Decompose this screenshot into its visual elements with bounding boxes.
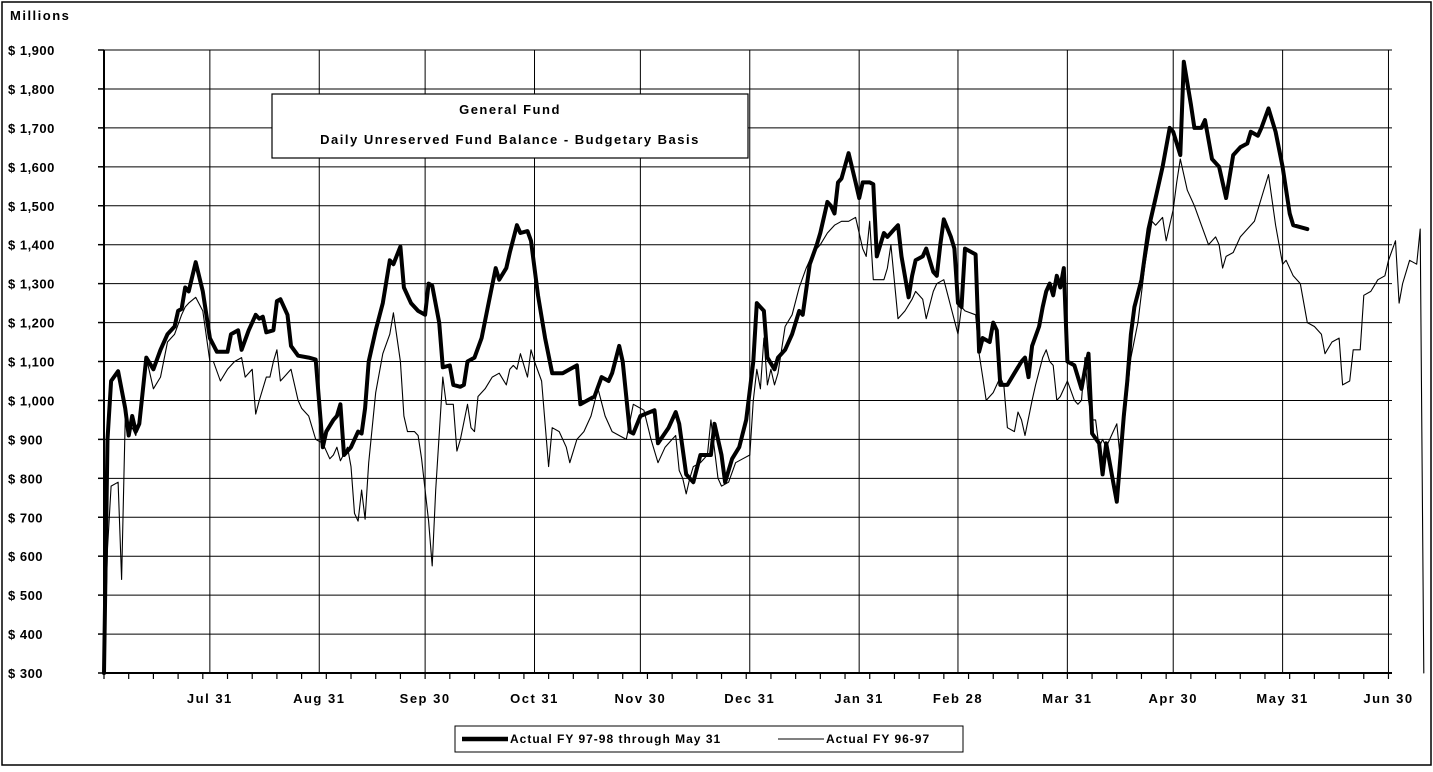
series-line-fy-97-98 (102, 59, 1310, 675)
y-tick-label: $ 1,300 (8, 277, 55, 292)
y-tick-labels: $ 300 $ 400 $ 500 $ 600 $ 700 $ 800 $ 900 $ 1,0… (8, 43, 55, 681)
legend-frame (454, 725, 964, 753)
y-tick-label: $ 1,000 (8, 393, 55, 408)
x-tick-label: Apr 30 (1148, 691, 1197, 706)
y-tick-label: $ 800 (8, 471, 43, 486)
y-tick-label: $ 1,200 (8, 316, 55, 331)
y-tick-label: $ 1,500 (8, 199, 55, 214)
y-tick-label: $ 1,400 (8, 238, 55, 253)
legend-label-fy-96-97: Actual FY 96-97 (826, 732, 930, 746)
y-tick-label: $ 400 (8, 627, 43, 642)
x-tick-label: Sep 30 (400, 691, 451, 706)
x-tick-label: Dec 31 (724, 691, 775, 706)
x-tick-labels: Jul 31 Aug 31 Sep 30 Oct 31 Nov 30 Dec 31 Jan … (187, 691, 1413, 706)
x-tick-label: Nov 30 (615, 691, 667, 706)
y-tick-label: $ 1,900 (8, 43, 55, 58)
y-tick-label: $ 900 (8, 432, 43, 447)
x-tick-label: Feb 28 (933, 691, 983, 706)
chart-title: General Fund (459, 102, 561, 117)
series-layer (102, 59, 1425, 675)
x-tick-label: Jan 31 (834, 691, 883, 706)
y-axis-unit-label: Millions (10, 8, 70, 23)
legend: Actual FY 97-98 through May 31 Actual FY… (454, 725, 964, 753)
y-tick-label: $ 1,600 (8, 160, 55, 175)
y-tick-label: $ 1,800 (8, 82, 55, 97)
legend-label-fy-97-98: Actual FY 97-98 through May 31 (510, 732, 721, 746)
series-line-fy-96-97 (103, 158, 1425, 674)
y-tick-label: $ 300 (8, 666, 43, 681)
y-tick-label: $ 600 (8, 549, 43, 564)
chart-subtitle: Daily Unreserved Fund Balance - Budgetar… (320, 132, 700, 147)
y-tick-label: $ 700 (8, 510, 43, 525)
chart-title-box: General Fund Daily Unreserved Fund Balan… (271, 93, 749, 159)
y-tick-label: $ 1,100 (8, 355, 55, 370)
x-tick-label: May 31 (1256, 691, 1308, 706)
x-tick-label: Aug 31 (293, 691, 345, 706)
title-box-frame (271, 93, 749, 159)
x-tick-label: Oct 31 (510, 691, 559, 706)
x-tick-label: Mar 31 (1042, 691, 1092, 706)
y-tick-label: $ 500 (8, 588, 43, 603)
x-tick-label: Jul 31 (187, 691, 233, 706)
x-tick-label: Jun 30 (1363, 691, 1413, 706)
y-tick-label: $ 1,700 (8, 121, 55, 136)
